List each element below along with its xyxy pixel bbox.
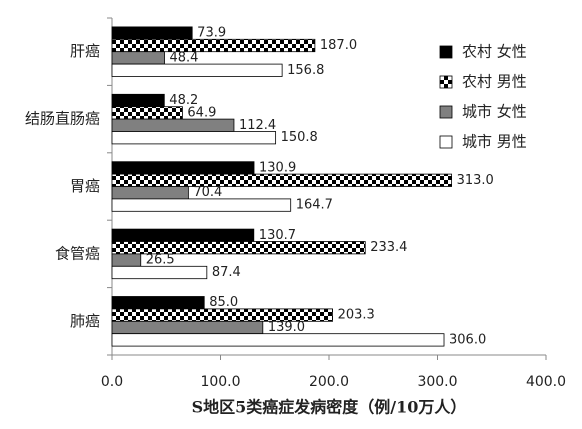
value-label: 203.3 bbox=[338, 308, 375, 323]
y-tick-label: 食管癌 bbox=[55, 244, 100, 262]
x-tick-label: 200.0 bbox=[309, 374, 349, 390]
legend-swatch bbox=[439, 75, 453, 89]
x-tick-label: 100.0 bbox=[200, 374, 240, 390]
value-label: 64.9 bbox=[187, 105, 216, 120]
legend-label: 农村 男性 bbox=[462, 73, 527, 91]
x-tick-label: 0.0 bbox=[101, 374, 123, 390]
bar bbox=[111, 198, 292, 212]
value-label: 130.9 bbox=[259, 160, 296, 175]
legend-swatch bbox=[439, 45, 453, 59]
value-label: 48.2 bbox=[169, 93, 198, 108]
bar bbox=[111, 186, 189, 200]
bar bbox=[111, 265, 208, 280]
bar bbox=[111, 118, 235, 132]
bar bbox=[111, 38, 316, 53]
bar bbox=[111, 26, 193, 40]
value-label: 139.0 bbox=[268, 320, 305, 335]
legend-swatch bbox=[439, 135, 453, 149]
value-label: 112.4 bbox=[239, 118, 276, 133]
bar bbox=[111, 63, 283, 77]
value-label: 130.7 bbox=[259, 228, 296, 243]
bar bbox=[111, 241, 366, 255]
bar bbox=[111, 228, 255, 242]
value-label: 306.0 bbox=[449, 332, 486, 347]
legend-label: 城市 男性 bbox=[462, 133, 527, 151]
bar bbox=[111, 253, 142, 267]
x-axis-label: S地区5类癌症发病密度（例/10万人） bbox=[192, 398, 467, 417]
value-label: 233.4 bbox=[370, 240, 407, 255]
bar bbox=[111, 161, 255, 175]
value-label: 70.4 bbox=[193, 185, 222, 200]
legend-label: 农村 女性 bbox=[462, 43, 527, 61]
value-label: 73.9 bbox=[197, 26, 226, 41]
x-tick-label: 400.0 bbox=[526, 374, 566, 390]
value-label: 26.5 bbox=[146, 253, 175, 268]
value-label: 156.8 bbox=[287, 63, 324, 78]
bar bbox=[111, 320, 264, 335]
value-label: 150.8 bbox=[281, 130, 318, 145]
value-label: 87.4 bbox=[212, 265, 241, 280]
legend-swatch bbox=[439, 105, 453, 119]
x-tick-label: 300.0 bbox=[417, 374, 457, 390]
bar bbox=[111, 93, 165, 108]
value-label: 313.0 bbox=[457, 173, 494, 188]
legend-label: 城市 女性 bbox=[462, 103, 527, 121]
value-label: 187.0 bbox=[320, 38, 357, 53]
bar bbox=[111, 51, 165, 65]
y-tick-label: 肺癌 bbox=[70, 312, 100, 330]
bar bbox=[111, 131, 277, 145]
y-tick-label: 结肠直肠癌 bbox=[25, 110, 100, 128]
value-label: 164.7 bbox=[296, 198, 333, 213]
y-tick-label: 肝癌 bbox=[70, 42, 100, 60]
value-label: 48.4 bbox=[170, 50, 199, 65]
bar bbox=[111, 333, 445, 347]
bar bbox=[111, 173, 453, 187]
y-tick-label: 胃癌 bbox=[70, 177, 100, 195]
bar bbox=[111, 106, 183, 120]
value-label: 85.0 bbox=[209, 295, 238, 310]
bar bbox=[111, 296, 205, 310]
